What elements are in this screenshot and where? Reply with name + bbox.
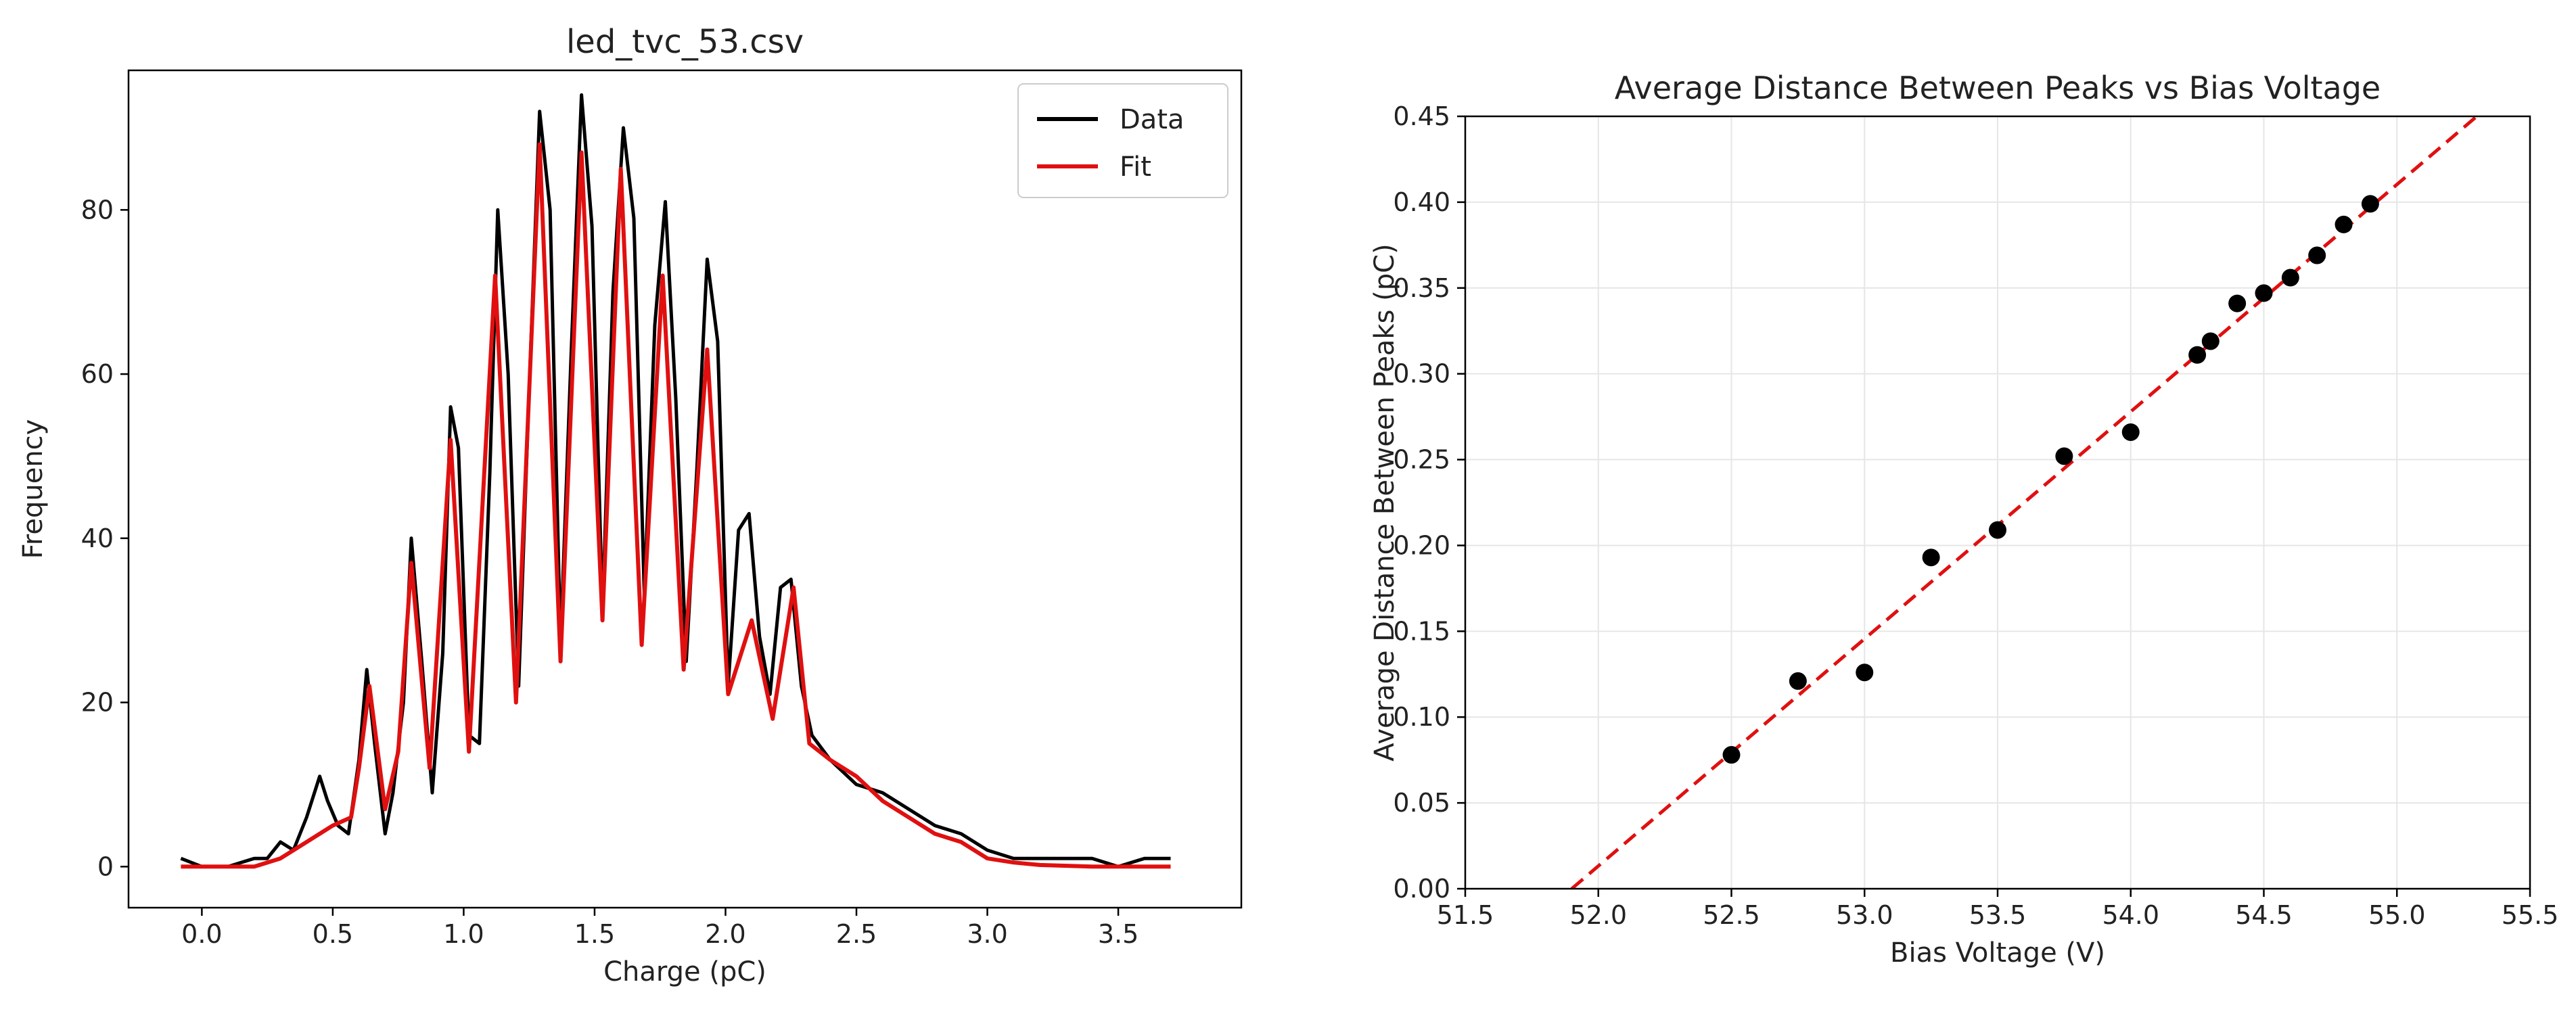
y-tick-label: 0.25	[1393, 445, 1450, 475]
y-axis-label: Average Distance Between Peaks (pC)	[1369, 243, 1400, 761]
plot-area	[180, 93, 1171, 869]
y-tick-label: 0.15	[1393, 616, 1450, 646]
legend: Data Fit	[1017, 83, 1228, 198]
x-tick-label: 55.0	[2368, 900, 2426, 930]
data-point	[2334, 215, 2353, 233]
y-tick-label: 0.05	[1393, 788, 1450, 818]
data-point	[1922, 549, 1940, 567]
x-tick-label: 2.5	[836, 919, 877, 949]
data-point	[2361, 195, 2379, 213]
y-tick-label: 0	[97, 852, 114, 881]
x-tick-label: 55.5	[2502, 900, 2559, 930]
x-tick-label: 52.5	[1703, 900, 1760, 930]
data-point	[1989, 521, 2006, 539]
x-axis-label: Charge (pC)	[603, 956, 766, 987]
y-tick-label: 0.45	[1393, 101, 1450, 131]
y-axis-label: Frequency	[18, 419, 49, 559]
legend-box	[1017, 83, 1228, 198]
y-tick-label: 60	[81, 359, 114, 389]
data-point	[2255, 284, 2273, 302]
x-tick-label: 1.5	[574, 919, 615, 949]
y-tick-label: 0.30	[1393, 359, 1450, 389]
plot-frame	[127, 69, 1243, 909]
y-tick-label: 20	[81, 688, 114, 718]
x-tick-label: 51.5	[1437, 900, 1494, 930]
data-point	[1856, 664, 1874, 682]
data-point	[2308, 246, 2326, 264]
x-tick-label: 2.0	[705, 919, 745, 949]
legend-label-data: Data	[1120, 104, 1184, 135]
x-tick-label: 1.0	[443, 919, 484, 949]
plot-area	[1570, 116, 2478, 889]
data-point	[2188, 346, 2207, 364]
scatter-chart: Average Distance Between Peaks vs Bias V…	[1369, 70, 2558, 969]
data-point	[1722, 746, 1741, 764]
chart-title: led_tvc_53.csv	[566, 23, 804, 61]
y-tick-label: 40	[81, 523, 114, 553]
data-point	[2201, 332, 2220, 350]
x-tick-label: 0.5	[313, 919, 353, 949]
data-point	[2281, 269, 2299, 287]
x-tick-label: 54.5	[2235, 900, 2293, 930]
histogram-chart: led_tvc_53.csv Charge (pC) Frequency Dat…	[18, 23, 1243, 987]
y-tick-label: 0.20	[1393, 530, 1450, 560]
y-tick-label: 0.40	[1393, 187, 1450, 217]
x-tick-label: 53.5	[1969, 900, 2027, 930]
y-tick-label: 0.10	[1393, 702, 1450, 732]
series-line-data	[180, 93, 1171, 868]
x-tick-label: 3.5	[1098, 919, 1138, 949]
x-tick-label: 0.0	[181, 919, 222, 949]
legend-label-fit: Fit	[1120, 152, 1151, 183]
y-tick-label: 0.00	[1393, 874, 1450, 904]
x-axis-label: Bias Voltage (V)	[1890, 937, 2105, 969]
data-point	[2121, 423, 2140, 441]
x-tick-label: 52.0	[1569, 900, 1627, 930]
chart-title: Average Distance Between Peaks vs Bias V…	[1615, 70, 2380, 106]
x-tick-label: 3.0	[967, 919, 1007, 949]
y-tick-label: 80	[81, 195, 114, 225]
data-point	[1789, 672, 1807, 690]
x-tick-label: 53.0	[1836, 900, 1893, 930]
data-point	[2055, 447, 2073, 465]
data-point	[2228, 294, 2247, 312]
fit-line	[1570, 116, 2478, 889]
series-line-fit	[181, 142, 1171, 869]
y-tick-label: 0.35	[1393, 273, 1450, 303]
x-tick-label: 54.0	[2102, 900, 2159, 930]
